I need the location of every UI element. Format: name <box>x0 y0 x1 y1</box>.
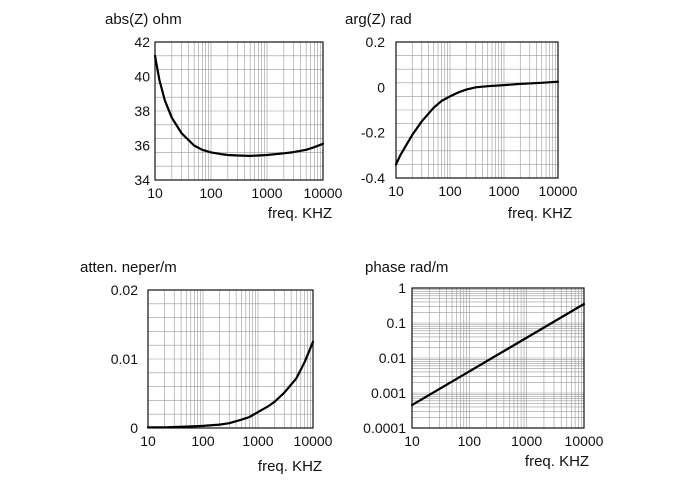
y-tick-label: 34 <box>134 172 150 188</box>
y-tick-label: 0 <box>130 420 138 436</box>
x-tick-label: 10 <box>140 433 156 449</box>
y-tick-label: -0.2 <box>361 125 385 141</box>
y-tick-label: 0.001 <box>371 385 406 401</box>
panel-2: arg(Z) rad 10 100 1000 10000 0.2 0 -0.2 -0.4 freq… <box>345 11 578 222</box>
y-tick-label: 40 <box>134 69 150 85</box>
x-tick-label: 10 <box>404 433 420 449</box>
grid-panel-4 <box>412 288 584 428</box>
x-tick-label: 100 <box>458 433 482 449</box>
x-tick-label: 10000 <box>539 183 578 199</box>
x-tick-label: 10 <box>388 183 404 199</box>
panel-4: phase rad/m 10 100 1000 10000 1 0.1 0.01 0.001 0.… <box>363 259 604 470</box>
x-tick-label: 1000 <box>251 185 282 201</box>
x-tick-label: 10 <box>147 185 163 201</box>
x-tick-label: 100 <box>438 183 462 199</box>
x-tick-label: 1000 <box>242 433 273 449</box>
series-line-2-1 <box>394 80 560 166</box>
x-tick-label: 10000 <box>304 185 343 201</box>
plot-frame <box>411 287 585 429</box>
chart-title: phase rad/m <box>365 259 448 276</box>
plot-frame <box>147 289 314 429</box>
grid-panel-1 <box>155 42 323 180</box>
y-tick-label: 0 <box>377 79 385 95</box>
grid-panel-2 <box>396 42 558 178</box>
chart-title: arg(Z) rad <box>345 11 412 28</box>
series-line-4-1 <box>410 302 586 407</box>
series-line-3-1 <box>146 340 315 429</box>
x-tick-label: 100 <box>199 185 223 201</box>
y-tick-label: 0.01 <box>379 350 406 366</box>
y-tick-label: 0.1 <box>387 315 407 331</box>
x-tick-label: 10000 <box>294 433 333 449</box>
y-tick-label: 0.02 <box>111 282 138 298</box>
y-tick-label: 42 <box>134 34 150 50</box>
x-tick-label: 100 <box>191 433 215 449</box>
chart-title: abs(Z) ohm <box>105 11 182 28</box>
panel-3: atten. neper/m 10 100 1000 10000 0.02 0.01 0 fre… <box>80 259 333 475</box>
plot-frame <box>395 41 559 179</box>
grid-panel-3 <box>148 290 313 428</box>
panel-1: abs(Z) ohm 10 100 1000 10000 42 40 38 36 34 freq. … <box>105 11 343 222</box>
y-tick-label: 36 <box>134 138 150 154</box>
y-tick-label: 1 <box>398 280 406 296</box>
x-axis-label: freq. KHZ <box>268 205 332 222</box>
x-tick-label: 1000 <box>511 433 542 449</box>
y-tick-label: 0.2 <box>366 34 386 50</box>
x-tick-label: 10000 <box>565 433 604 449</box>
y-tick-label: 0.01 <box>111 351 138 367</box>
series-line-1-1 <box>153 54 325 157</box>
chart-title: atten. neper/m <box>80 259 177 276</box>
y-tick-label: 0.0001 <box>363 420 406 436</box>
x-axis-label: freq. KHZ <box>258 458 322 475</box>
y-tick-label: -0.4 <box>361 170 385 186</box>
x-tick-label: 1000 <box>488 183 519 199</box>
x-axis-label: freq. KHZ <box>525 453 589 470</box>
y-tick-label: 38 <box>134 103 150 119</box>
plot-frame <box>154 41 324 181</box>
x-axis-label: freq. KHZ <box>508 205 572 222</box>
